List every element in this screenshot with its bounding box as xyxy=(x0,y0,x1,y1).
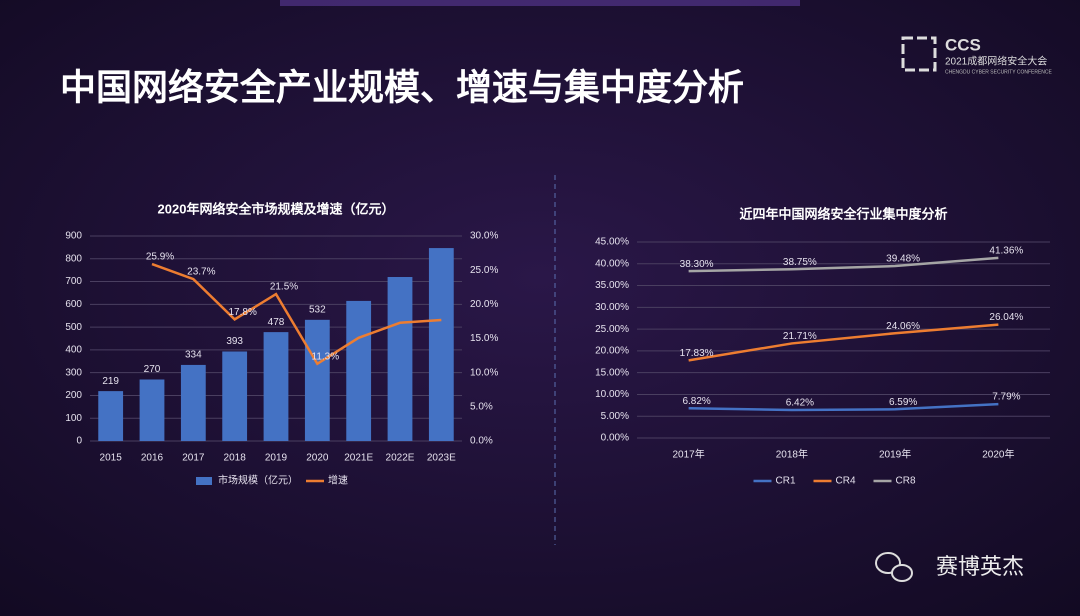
point-label: 21.71% xyxy=(783,331,817,342)
y2-tick-label: 10.0% xyxy=(470,367,498,378)
bar xyxy=(304,319,330,441)
y-tick-label: 800 xyxy=(65,253,82,264)
bar xyxy=(139,379,165,441)
x-tick-label: 2018 xyxy=(224,453,247,464)
point-label: 38.30% xyxy=(680,259,714,270)
legend-label: CR1 xyxy=(776,476,796,487)
logo-icon xyxy=(901,36,937,72)
x-tick-label: 2016 xyxy=(141,453,164,464)
y-tick-label: 0.00% xyxy=(601,433,629,444)
y2-tick-label: 25.0% xyxy=(470,265,498,276)
point-label: 41.36% xyxy=(989,245,1023,256)
y2-tick-label: 5.0% xyxy=(470,401,493,412)
y-tick-label: 900 xyxy=(65,231,82,242)
y2-tick-label: 0.0% xyxy=(470,436,493,447)
logo-mark: CCS xyxy=(945,35,981,54)
y-tick-label: 0 xyxy=(76,436,82,447)
y-tick-label: 600 xyxy=(65,299,82,310)
point-label: 26.04% xyxy=(989,312,1023,323)
bar-label: 393 xyxy=(226,336,243,347)
bar-label: 219 xyxy=(102,376,119,387)
x-tick-label: 2019年 xyxy=(879,448,911,461)
point-label: 17.83% xyxy=(680,348,714,359)
y-tick-label: 100 xyxy=(65,413,82,424)
point-label: 24.06% xyxy=(886,321,920,332)
line xyxy=(151,262,442,366)
y-tick-label: 10.00% xyxy=(595,389,629,400)
y-tick-label: 40.00% xyxy=(595,258,629,269)
legend-label: CR8 xyxy=(896,476,916,487)
y-tick-label: 30.00% xyxy=(595,302,629,313)
y-tick-label: 5.00% xyxy=(601,411,629,422)
y2-tick-label: 15.0% xyxy=(470,333,498,344)
y-tick-label: 15.00% xyxy=(595,367,629,378)
legend-label: 市场规模（亿元） xyxy=(218,474,298,487)
point-label: 11.3% xyxy=(312,351,340,362)
watermark: 赛博英杰 xyxy=(936,554,1024,579)
point-label: 7.79% xyxy=(992,392,1020,403)
chart-title: 近四年中国网络安全行业集中度分析 xyxy=(739,206,947,221)
y-tick-label: 700 xyxy=(65,276,82,287)
y-tick-label: 45.00% xyxy=(595,237,629,248)
y-tick-label: 300 xyxy=(65,367,82,378)
point-label: 21.5% xyxy=(270,282,298,293)
bar xyxy=(222,351,248,441)
legend-label: 增速 xyxy=(328,474,348,487)
x-tick-label: 2019 xyxy=(265,453,288,464)
y-tick-label: 500 xyxy=(65,322,82,333)
point-label: 25.9% xyxy=(146,252,174,263)
top-accent xyxy=(280,0,800,6)
y-tick-label: 35.00% xyxy=(595,280,629,291)
point-label: 17.8% xyxy=(228,307,256,318)
line xyxy=(688,323,999,362)
y-tick-label: 400 xyxy=(65,345,82,356)
point-label: 23.7% xyxy=(187,267,215,278)
wechat-icon xyxy=(875,552,913,582)
x-tick-label: 2017 xyxy=(182,453,205,464)
bar-label: 532 xyxy=(309,304,326,315)
point-label: 38.75% xyxy=(783,257,817,268)
x-tick-label: 2020 xyxy=(306,453,329,464)
x-tick-label: 2021E xyxy=(344,453,373,464)
y-tick-label: 200 xyxy=(65,390,82,401)
bar xyxy=(387,277,413,441)
bar xyxy=(180,364,206,441)
x-tick-label: 2015 xyxy=(100,453,123,464)
x-tick-label: 2017年 xyxy=(673,448,705,461)
point-label: 6.42% xyxy=(786,398,814,409)
y-tick-label: 25.00% xyxy=(595,324,629,335)
bar-label: 270 xyxy=(144,364,161,375)
bar xyxy=(346,300,372,441)
point-label: 6.59% xyxy=(889,397,917,408)
line xyxy=(688,256,999,273)
y-tick-label: 20.00% xyxy=(595,346,629,357)
x-tick-label: 2023E xyxy=(427,453,456,464)
y2-tick-label: 30.0% xyxy=(470,231,498,242)
line xyxy=(688,402,999,412)
x-tick-label: 2020年 xyxy=(982,448,1014,461)
x-tick-label: 2018年 xyxy=(776,448,808,461)
bar xyxy=(428,248,454,441)
bar-label: 334 xyxy=(185,350,202,361)
point-label: 6.82% xyxy=(682,396,710,407)
bar xyxy=(263,332,289,441)
legend-swatch xyxy=(196,477,212,485)
x-tick-label: 2022E xyxy=(386,453,415,464)
bar-label: 478 xyxy=(268,317,285,328)
bar xyxy=(98,391,124,441)
logo-name: 2021成都网络安全大会 xyxy=(945,55,1047,68)
logo-subtitle: CHENGDU CYBER SECURITY CONFERENCE xyxy=(945,69,1053,75)
chart-title: 2020年网络安全市场规模及增速（亿元） xyxy=(158,201,395,216)
slide-title: 中国网络安全产业规模、增速与集中度分析 xyxy=(60,67,744,108)
legend-label: CR4 xyxy=(836,476,856,487)
point-label: 39.48% xyxy=(886,254,920,265)
y2-tick-label: 20.0% xyxy=(470,299,498,310)
